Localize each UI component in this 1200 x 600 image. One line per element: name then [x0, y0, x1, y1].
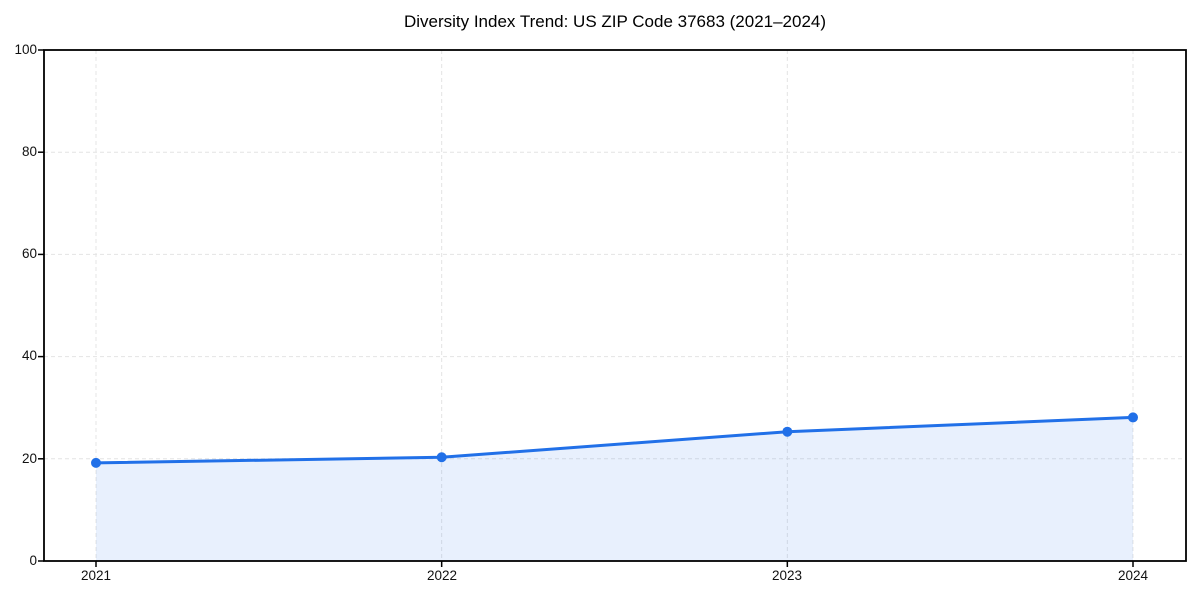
- x-tick-label-2024: 2024: [1117, 568, 1149, 583]
- data-point-2022: [436, 452, 447, 463]
- data-point-2023: [782, 426, 793, 437]
- y-tick-label-60: 60: [21, 246, 37, 261]
- tick-marks: [38, 49, 1134, 567]
- data-point-2024: [1128, 412, 1138, 423]
- trend-line: [94, 415, 1135, 465]
- chart-title: Diversity Index Trend: US ZIP Code 37683…: [403, 12, 827, 31]
- data-points: [91, 412, 1138, 468]
- y-tick-label-100: 100: [14, 42, 37, 57]
- x-tick-label-2021: 2021: [80, 568, 112, 583]
- y-tick-label-40: 40: [21, 348, 37, 363]
- y-tick-label-20: 20: [21, 451, 37, 466]
- axis-frame: [43, 49, 1187, 562]
- x-tick-label-2022: 2022: [426, 568, 458, 583]
- y-tick-label-0: 0: [29, 553, 37, 568]
- x-tick-label-2023: 2023: [771, 568, 803, 583]
- area-fill: [96, 417, 1133, 561]
- data-point-2021: [91, 457, 101, 468]
- y-tick-label-80: 80: [21, 144, 37, 159]
